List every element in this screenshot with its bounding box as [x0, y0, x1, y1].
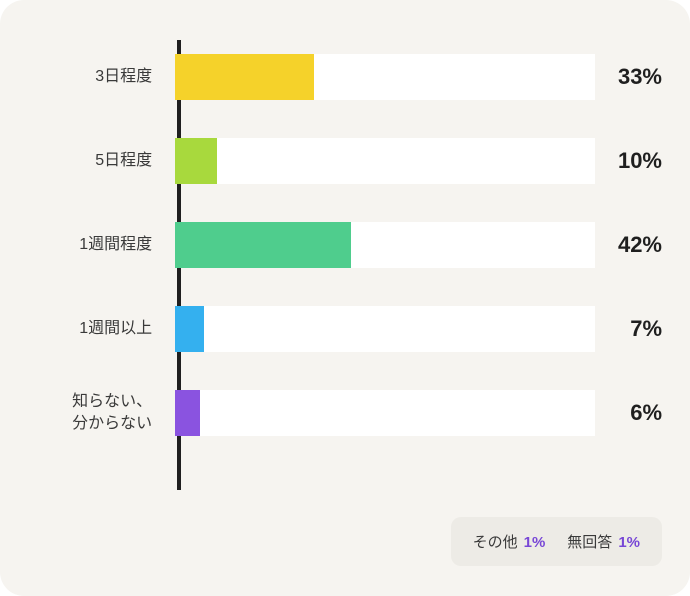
- bar-fill: [175, 138, 217, 184]
- footer-item-value: 1%: [524, 534, 546, 551]
- bar-value: 42%: [595, 232, 662, 258]
- bar-track: [175, 390, 595, 436]
- bar-label: 知らない、 分からない: [24, 391, 168, 434]
- bar-track: [175, 54, 595, 100]
- chart-area: 3日程度 33% 5日程度 10% 1週間程度 42% 1週間以上 7% 知らない、 分からない…: [24, 40, 662, 490]
- bar-label: 1週間以上: [24, 318, 168, 340]
- chart-card: 3日程度 33% 5日程度 10% 1週間程度 42% 1週間以上 7% 知らない、 分からない…: [0, 0, 690, 596]
- footer-item-value: 1%: [618, 534, 640, 551]
- bar-label: 1週間程度: [24, 234, 168, 256]
- bar-track: [175, 138, 595, 184]
- bar-fill: [175, 222, 351, 268]
- footer-item: 無回答 1%: [567, 531, 640, 552]
- footer-item-label: 無回答: [567, 531, 612, 552]
- bar-label: 3日程度: [24, 66, 168, 88]
- bar-row: 5日程度 10%: [24, 138, 662, 184]
- bar-track: [175, 306, 595, 352]
- bar-row: 1週間程度 42%: [24, 222, 662, 268]
- bar-fill: [175, 306, 204, 352]
- bar-label: 5日程度: [24, 150, 168, 172]
- footer-pill: その他 1% 無回答 1%: [451, 517, 662, 566]
- bar-row: 知らない、 分からない 6%: [24, 390, 662, 436]
- bar-fill: [175, 54, 314, 100]
- bar-value: 10%: [595, 148, 662, 174]
- bar-row: 1週間以上 7%: [24, 306, 662, 352]
- bar-fill: [175, 390, 200, 436]
- footer-item: その他 1%: [473, 531, 546, 552]
- bar-value: 33%: [595, 64, 662, 90]
- bar-value: 7%: [595, 316, 662, 342]
- bar-track: [175, 222, 595, 268]
- bar-value: 6%: [595, 400, 662, 426]
- bar-row: 3日程度 33%: [24, 54, 662, 100]
- footer-item-label: その他: [473, 531, 518, 552]
